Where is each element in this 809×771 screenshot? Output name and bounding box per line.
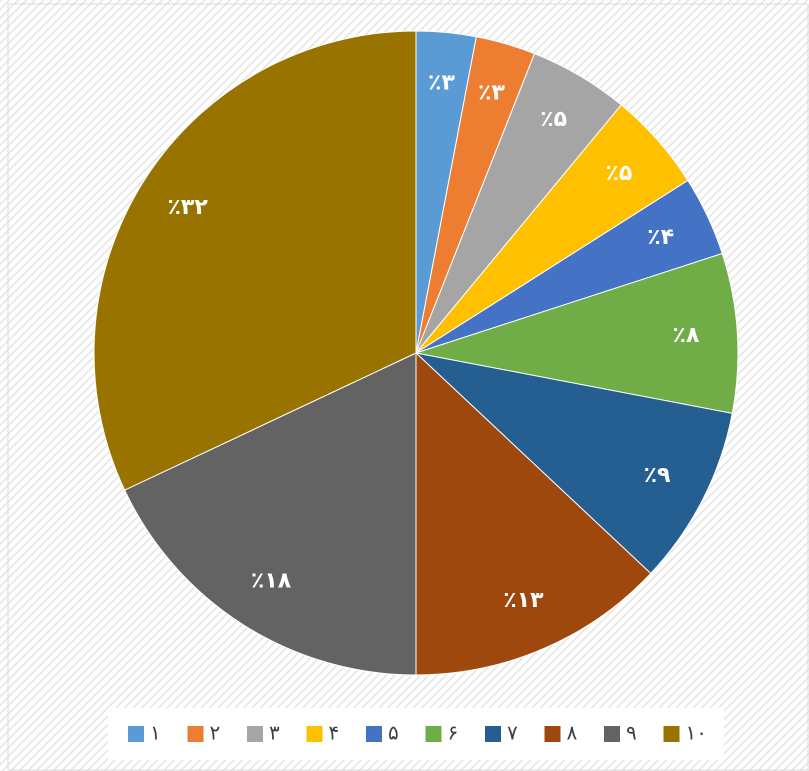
legend-swatch [544, 726, 561, 742]
data-label: ٪۳ [478, 80, 505, 105]
legend-label: ۱۰ [686, 721, 707, 745]
data-label: ٪۳۲ [167, 195, 208, 220]
legend-swatch [247, 726, 263, 742]
data-label: ٪۵ [540, 107, 567, 132]
legend-label: ۱ [150, 721, 161, 745]
legend-label: ۵ [388, 721, 399, 745]
legend-label: ۴ [329, 721, 340, 745]
data-label: ٪۵ [605, 161, 632, 186]
legend-box [108, 708, 724, 760]
legend-label: ۸ [567, 721, 578, 745]
legend-swatch [306, 726, 323, 742]
legend-label: ۷ [507, 721, 518, 745]
data-label: ٪۹ [644, 463, 671, 488]
data-label: ٪۸ [673, 323, 700, 348]
pie-slice [123, 352, 417, 676]
legend-swatch [663, 726, 680, 742]
legend-swatch [485, 726, 501, 742]
legend-label: ۲ [210, 721, 221, 745]
data-label: ٪۱۸ [251, 568, 292, 593]
pie-slice [415, 252, 739, 414]
legend-swatch [128, 726, 144, 742]
pie-slice [93, 30, 417, 491]
legend-swatch [366, 726, 382, 742]
legend-label: ۹ [626, 721, 637, 745]
legend-swatch [425, 726, 442, 742]
chart-border [7, 3, 809, 771]
data-label: ٪۳ [428, 71, 455, 96]
data-label: ٪۴ [647, 225, 674, 250]
pie-slice [414, 352, 733, 575]
data-label: ٪۱۳ [503, 588, 544, 613]
pie-slice [415, 351, 652, 676]
legend-swatch [604, 726, 620, 742]
legend-swatch [187, 726, 204, 742]
legend-label: ۳ [269, 721, 280, 745]
legend-label: ۶ [448, 721, 459, 745]
